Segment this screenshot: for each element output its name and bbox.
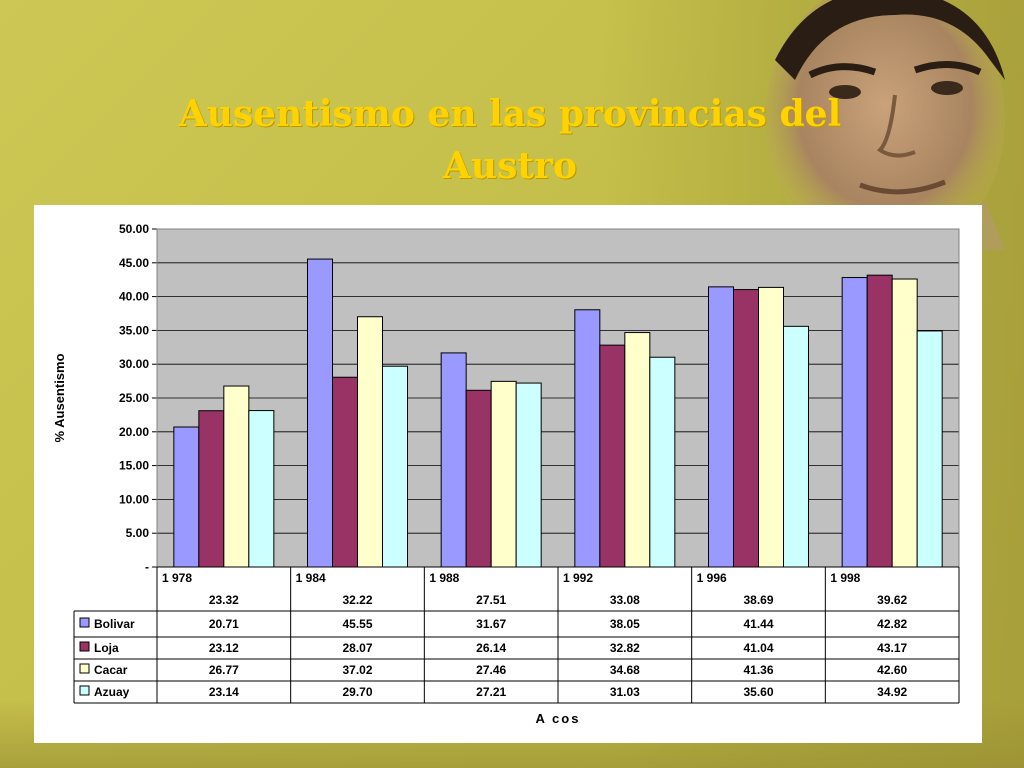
bar-cacar xyxy=(758,286,784,568)
legend-label-cacar: Cacar xyxy=(94,663,128,677)
table-cell: 43.17 xyxy=(877,641,907,655)
bar-azuay xyxy=(515,382,542,568)
chart-panel: - 5.00 10.00 15.00 20.00 25.00 30.00 35.00 40.00… xyxy=(34,205,982,743)
x-category-label: 1 988 xyxy=(429,571,459,585)
y-tick-label: 25.00 xyxy=(119,391,149,405)
table-cell: 31.67 xyxy=(476,617,506,631)
y-tick-label: 35.00 xyxy=(119,323,149,337)
x-category-label: 1 996 xyxy=(697,571,727,585)
bar-loja xyxy=(866,274,893,568)
y-axis-label: % Ausentismo xyxy=(52,353,67,442)
absenteeism-chart: - 5.00 10.00 15.00 20.00 25.00 30.00 35.00 40.00… xyxy=(52,222,960,726)
x-category-label: 1 998 xyxy=(830,571,860,585)
x-category-label: 1 984 xyxy=(296,571,326,585)
table-cell: 37.02 xyxy=(342,663,372,677)
overall-value: 23.32 xyxy=(209,593,239,607)
legend-label-azuay: Azuay xyxy=(94,685,130,699)
bar-bolivar xyxy=(841,277,868,568)
table-cell: 26.77 xyxy=(209,663,239,677)
overall-value: 38.69 xyxy=(743,593,773,607)
bar-azuay xyxy=(916,330,943,568)
bar-cacar xyxy=(891,278,918,568)
table-cell: 41.36 xyxy=(743,663,773,677)
overall-value: 39.62 xyxy=(877,593,907,607)
table-cell: 42.60 xyxy=(877,663,907,677)
bar-azuay xyxy=(248,410,275,568)
table-cell: 42.82 xyxy=(877,617,907,631)
table-cell: 45.55 xyxy=(342,617,372,631)
table-cell: 38.05 xyxy=(610,617,640,631)
table-cell: 23.14 xyxy=(209,685,239,699)
table-cell: 27.21 xyxy=(476,685,506,699)
bar-bolivar xyxy=(440,352,467,568)
y-tick-label: - xyxy=(145,560,149,574)
bar-bolivar xyxy=(708,286,734,568)
table-cell: 31.03 xyxy=(610,685,640,699)
legend-label-bolivar: Bolivar xyxy=(94,617,135,631)
table-cell: 34.68 xyxy=(610,663,640,677)
legend-key-loja xyxy=(79,641,90,652)
y-tick-label: 40.00 xyxy=(119,290,149,304)
overall-value: 27.51 xyxy=(476,593,506,607)
bar-loja xyxy=(599,344,626,568)
legend-key-azuay xyxy=(79,685,90,696)
bar-loja xyxy=(332,376,358,568)
table-cell: 29.70 xyxy=(342,685,372,699)
bar-cacar xyxy=(624,332,651,568)
table-cell: 23.12 xyxy=(209,641,239,655)
table-cell: 26.14 xyxy=(476,641,506,655)
table-cell: 35.60 xyxy=(743,685,773,699)
table-cell: 27.46 xyxy=(476,663,506,677)
table-cell: 28.07 xyxy=(342,641,372,655)
legend-key-bolivar xyxy=(79,617,90,628)
bar-loja xyxy=(465,389,492,568)
bar-cacar xyxy=(357,316,383,568)
overall-value: 32.22 xyxy=(342,593,372,607)
bar-azuay xyxy=(783,325,809,568)
bar-bolivar xyxy=(173,426,200,568)
slide-title: Ausentismo en las provincias del Austro xyxy=(80,88,940,192)
y-tick-label: 50.00 xyxy=(119,222,149,236)
bar-loja xyxy=(198,410,225,568)
legend-label-loja: Loja xyxy=(94,641,119,655)
slide-title-line2: Austro xyxy=(443,145,577,187)
table-cell: 41.04 xyxy=(743,641,773,655)
x-category-label: 1 992 xyxy=(563,571,593,585)
legend-key-cacar xyxy=(79,663,90,674)
x-axis-label: A cos xyxy=(536,711,581,726)
table-cell: 41.44 xyxy=(743,617,773,631)
x-category-label: 1 978 xyxy=(162,571,192,585)
bar-loja xyxy=(733,289,759,568)
y-tick-label: 45.00 xyxy=(119,256,149,270)
table-cell: 20.71 xyxy=(209,617,239,631)
y-tick-label: 10.00 xyxy=(119,492,149,506)
y-tick-label: 5.00 xyxy=(126,526,150,540)
bar-azuay xyxy=(649,356,676,568)
overall-value: 33.08 xyxy=(610,593,640,607)
table-cell: 34.92 xyxy=(877,685,907,699)
y-tick-label: 20.00 xyxy=(119,425,149,439)
y-tick-label: 15.00 xyxy=(119,459,149,473)
table-cell: 32.82 xyxy=(610,641,640,655)
bar-cacar xyxy=(223,385,250,568)
bar-bolivar xyxy=(574,309,601,568)
bar-bolivar xyxy=(307,258,333,568)
bar-cacar xyxy=(490,380,517,568)
slide-title-line1: Ausentismo en las provincias del xyxy=(178,93,842,135)
bar-azuay xyxy=(382,365,408,568)
y-tick-label: 30.00 xyxy=(119,357,149,371)
